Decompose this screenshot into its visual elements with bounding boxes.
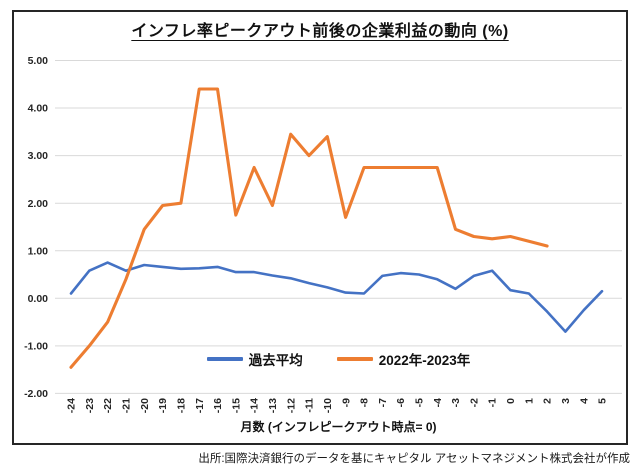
svg-text:-16: -16	[212, 398, 224, 413]
source-note: 出所:国際決済銀行のデータを基にキャピタル アセットマネジメント株式会社が作成	[198, 453, 630, 465]
svg-text:5.00: 5.00	[28, 55, 49, 67]
svg-text:-2: -2	[468, 398, 480, 407]
svg-text:-6: -6	[395, 398, 407, 407]
svg-text:3: 3	[560, 398, 572, 404]
svg-text:-10: -10	[322, 398, 334, 413]
svg-text:-1: -1	[487, 398, 499, 407]
line-2022-2023-swatch	[336, 357, 373, 361]
svg-text:-18: -18	[176, 398, 188, 413]
svg-text:-7: -7	[377, 398, 389, 407]
legend: 過去平均 2022年-2023年	[55, 349, 622, 369]
svg-text:-15: -15	[230, 398, 242, 413]
plot-area: 5.004.003.002.001.000.00-1.00-2.00-24 -23…	[24, 55, 622, 413]
svg-text:-5: -5	[414, 398, 426, 407]
x-axis-title: 月数 (インフレピークアウト時点= 0)	[240, 420, 437, 434]
svg-text:-14: -14	[249, 398, 261, 413]
svg-text:3.00: 3.00	[28, 150, 49, 162]
svg-text:2: 2	[542, 398, 554, 404]
svg-text:-4: -4	[432, 398, 444, 407]
svg-text:-12: -12	[285, 398, 297, 413]
svg-text:-8: -8	[359, 398, 371, 407]
svg-text:-19: -19	[157, 398, 169, 413]
svg-text:-23: -23	[84, 398, 96, 413]
svg-text:-9: -9	[340, 398, 352, 407]
svg-text:-13: -13	[267, 398, 279, 413]
svg-text:-3: -3	[450, 398, 462, 407]
svg-text:4: 4	[578, 398, 590, 404]
legend-item-2022-2023: 2022年-2023年	[336, 349, 471, 369]
svg-text:1.00: 1.00	[28, 245, 49, 257]
chart-border-box	[12, 10, 628, 445]
svg-text:-1.00: -1.00	[24, 341, 48, 353]
svg-text:5: 5	[597, 398, 609, 404]
svg-text:-24: -24	[66, 398, 78, 413]
legend-item-past-average: 過去平均	[206, 349, 303, 369]
legend-label-2022-2023: 2022年-2023年	[378, 353, 471, 368]
svg-text:-22: -22	[102, 398, 114, 413]
svg-text:-21: -21	[121, 398, 133, 413]
svg-text:0: 0	[505, 398, 517, 404]
svg-text:-11: -11	[304, 398, 316, 413]
svg-text:2.00: 2.00	[28, 198, 49, 210]
chart-title: インフレ率ピークアウト前後の企業利益の動向 (%)	[131, 23, 509, 40]
svg-text:-20: -20	[139, 398, 151, 413]
past-average-line-swatch	[206, 357, 243, 361]
legend-label-past-average: 過去平均	[248, 353, 303, 368]
svg-text:1: 1	[523, 398, 535, 404]
svg-text:-2.00: -2.00	[24, 388, 48, 400]
svg-text:4.00: 4.00	[28, 103, 49, 115]
svg-text:0.00: 0.00	[28, 293, 49, 305]
svg-text:-17: -17	[194, 398, 206, 413]
